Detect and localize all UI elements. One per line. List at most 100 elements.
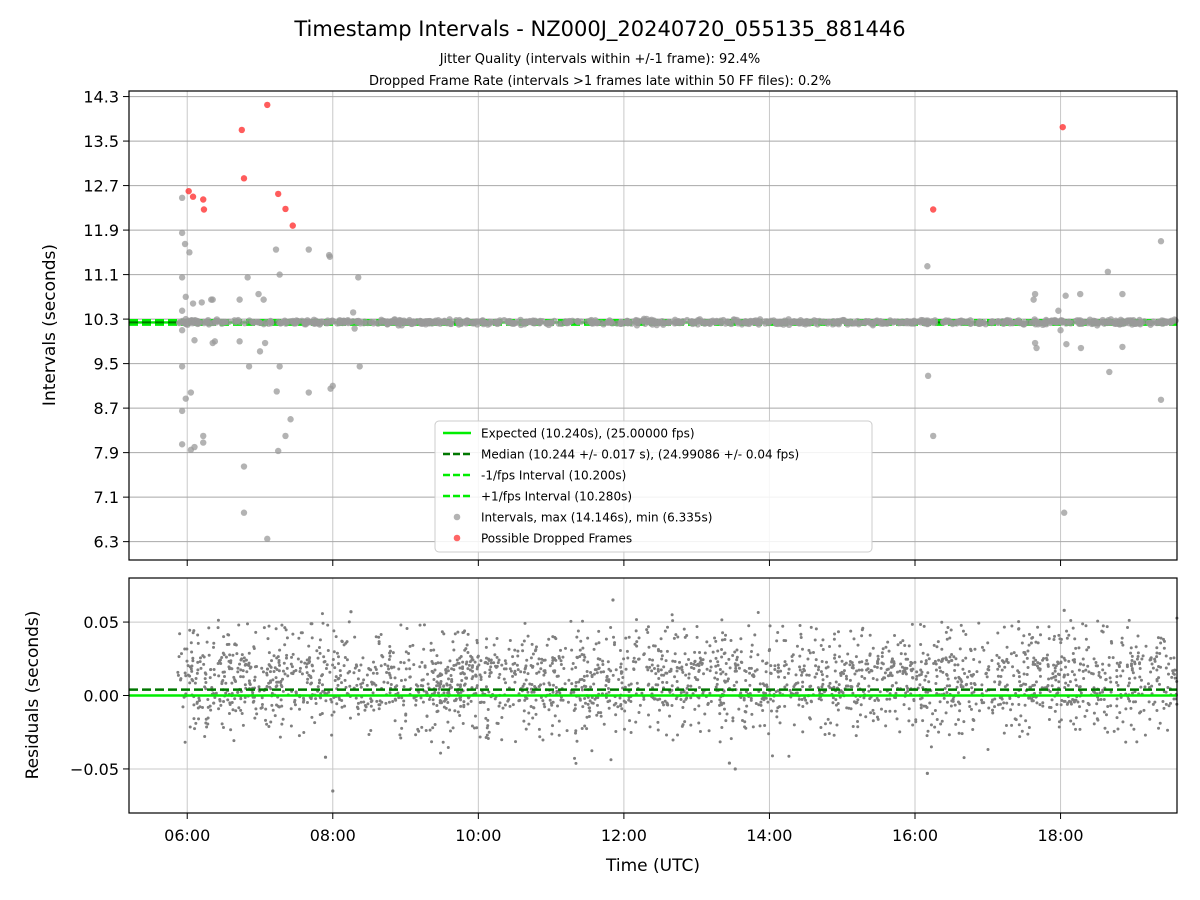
data-point-interval [1099, 316, 1106, 324]
residual-point [646, 630, 650, 634]
residual-point [563, 646, 567, 650]
residual-point [580, 652, 584, 656]
data-point-interval [924, 263, 931, 270]
residual-point [661, 701, 665, 705]
residual-point [832, 656, 836, 660]
residual-point [1009, 652, 1013, 656]
residual-point [1120, 641, 1124, 645]
residual-point [422, 647, 426, 651]
residual-point [607, 706, 611, 710]
residual-point [414, 733, 418, 737]
residual-point [627, 635, 631, 639]
data-point-interval [212, 317, 219, 325]
data-point-interval [666, 319, 674, 326]
residual-point [607, 680, 611, 684]
residual-point [866, 662, 870, 666]
residual-point [695, 625, 699, 629]
residual-point [763, 723, 767, 727]
data-point-interval [1106, 368, 1113, 376]
residual-point [416, 727, 420, 731]
residual-point [516, 649, 520, 653]
residual-point [697, 685, 701, 689]
residual-point [483, 671, 487, 675]
residual-point [486, 708, 490, 712]
residual-point [744, 669, 748, 673]
bottom-y-axis-label: Residuals (seconds) [23, 611, 43, 780]
residual-point [1092, 711, 1096, 715]
residual-point [665, 649, 669, 653]
residual-point [442, 684, 446, 688]
residual-point [381, 655, 385, 659]
residual-point [832, 733, 836, 737]
residual-point [423, 664, 427, 668]
residual-point [903, 652, 907, 656]
data-point-interval [191, 337, 198, 344]
data-point-interval [368, 318, 375, 326]
residual-point [1079, 691, 1083, 695]
residual-point [1050, 684, 1054, 688]
residual-point [216, 662, 220, 666]
residual-point [453, 699, 457, 703]
residual-point [365, 673, 369, 677]
data-point-interval [351, 325, 358, 332]
residual-point [735, 655, 739, 659]
residual-point [247, 679, 251, 683]
data-point-interval [809, 318, 816, 325]
residual-point [402, 685, 406, 689]
residual-point [1046, 683, 1050, 687]
residual-point [682, 690, 686, 694]
residual-point [525, 658, 529, 662]
data-point-interval [178, 407, 186, 415]
residual-point [1025, 656, 1029, 660]
residual-point [899, 641, 903, 645]
residual-point [270, 703, 274, 707]
residual-point [1155, 709, 1159, 713]
residual-point [601, 659, 605, 663]
residual-point [193, 681, 197, 685]
data-point-interval [433, 319, 441, 327]
residual-point [1087, 670, 1091, 674]
residual-point [798, 665, 802, 669]
residual-point [595, 713, 599, 717]
residual-point [455, 658, 459, 662]
residual-point [267, 725, 271, 729]
residual-point [722, 701, 726, 705]
residual-point [388, 644, 392, 648]
data-point-interval [1149, 318, 1157, 325]
residual-point [856, 698, 860, 702]
residual-point [620, 707, 624, 711]
residual-point [190, 677, 194, 681]
residual-point [758, 682, 762, 686]
residual-point [1130, 691, 1134, 695]
residual-point [728, 666, 732, 670]
residual-point [517, 699, 521, 703]
residual-point [740, 718, 744, 722]
residual-point [537, 670, 541, 674]
residual-point [821, 638, 825, 642]
residual-point [846, 684, 850, 688]
residual-point [871, 708, 875, 712]
residual-point [448, 683, 452, 687]
residual-point [318, 678, 322, 682]
residual-point [362, 678, 366, 682]
residual-point [681, 670, 685, 674]
residual-point [513, 680, 517, 684]
data-point-interval [472, 318, 479, 325]
residual-point [1078, 705, 1082, 709]
data-point-interval [753, 319, 761, 326]
residual-point [466, 650, 470, 654]
residual-point [964, 656, 968, 660]
residual-point [777, 675, 781, 679]
residual-point [718, 698, 722, 702]
residual-point [298, 707, 302, 711]
residual-point [497, 676, 501, 680]
residual-point [640, 691, 644, 695]
residual-point [183, 740, 187, 744]
data-point-interval [316, 318, 323, 326]
residual-point [554, 685, 558, 689]
residual-point [366, 702, 370, 706]
residual-point [768, 624, 772, 628]
residual-point [1103, 726, 1107, 730]
residual-point [868, 697, 872, 701]
residual-point [466, 632, 470, 636]
